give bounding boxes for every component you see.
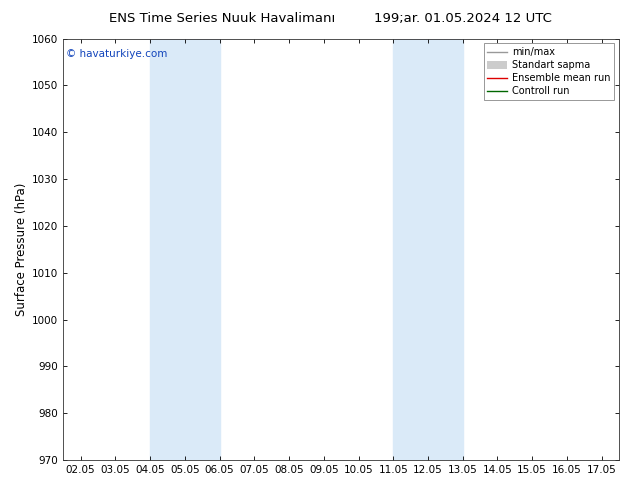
Y-axis label: Surface Pressure (hPa): Surface Pressure (hPa) (15, 183, 28, 316)
Bar (393, 39, 463, 460)
Text: © havaturkiye.com: © havaturkiye.com (66, 49, 167, 59)
Text: 199;ar. 01.05.2024 12 UTC: 199;ar. 01.05.2024 12 UTC (374, 12, 552, 25)
Bar (150, 39, 219, 460)
Text: ENS Time Series Nuuk Havalimanı: ENS Time Series Nuuk Havalimanı (109, 12, 335, 25)
Legend: min/max, Standart sapma, Ensemble mean run, Controll run: min/max, Standart sapma, Ensemble mean r… (484, 44, 614, 100)
